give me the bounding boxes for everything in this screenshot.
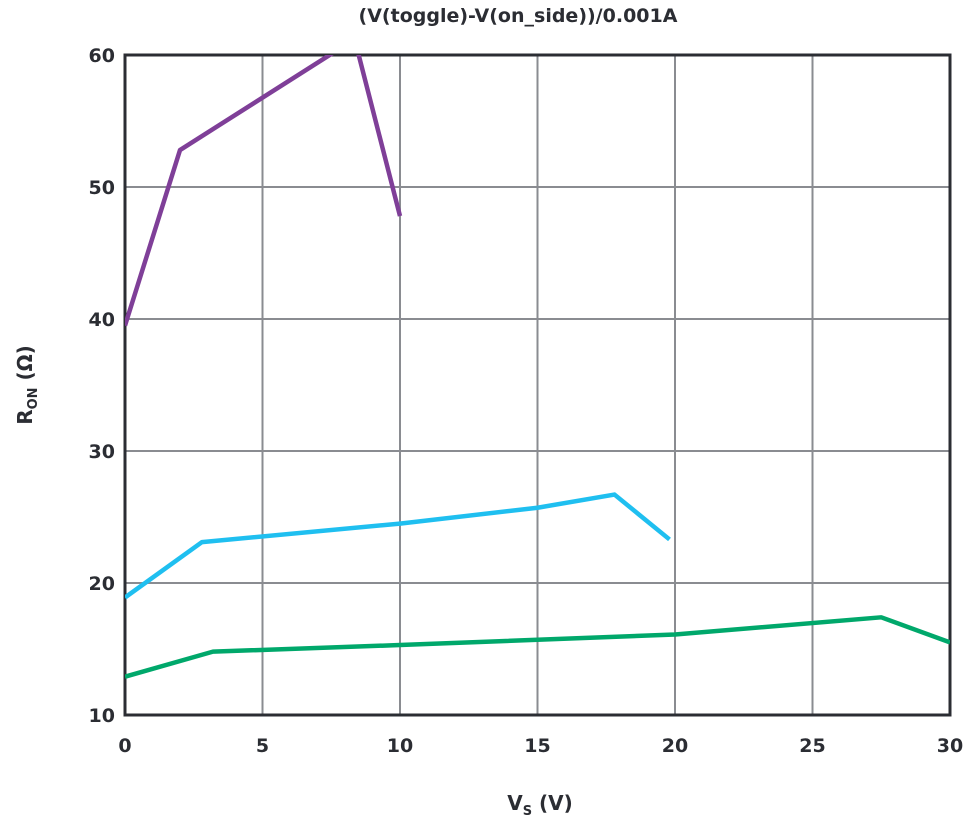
y-tick-label: 40 bbox=[89, 309, 115, 331]
grid bbox=[123, 53, 952, 717]
x-tick-label: 0 bbox=[118, 735, 131, 757]
series-line-1 bbox=[125, 492, 671, 600]
y-tick-label: 60 bbox=[89, 45, 115, 67]
x-tick-label: 5 bbox=[256, 735, 269, 757]
x-tick-label: 15 bbox=[524, 735, 550, 757]
y-tick-label: 30 bbox=[89, 441, 115, 463]
series-line-0 bbox=[125, 55, 403, 327]
tick-labels: 0 5 10 15 20 25 30 10 20 30 40 50 60 bbox=[89, 45, 964, 757]
series-group bbox=[125, 55, 950, 679]
y-tick-label: 50 bbox=[89, 177, 115, 199]
x-tick-label: 20 bbox=[662, 735, 688, 757]
x-tick-label: 30 bbox=[937, 735, 963, 757]
x-tick-label: 10 bbox=[387, 735, 413, 757]
x-tick-label: 25 bbox=[799, 735, 825, 757]
y-tick-label: 10 bbox=[89, 705, 115, 727]
x-axis-label: VS (V) bbox=[507, 791, 573, 819]
y-tick-label: 20 bbox=[89, 573, 115, 595]
chart-title: (V(toggle)-V(on_side))/0.001A bbox=[359, 5, 678, 27]
series-line-2 bbox=[125, 615, 950, 679]
y-axis-label: RON (Ω) bbox=[13, 345, 41, 425]
plot-frame bbox=[123, 53, 952, 717]
